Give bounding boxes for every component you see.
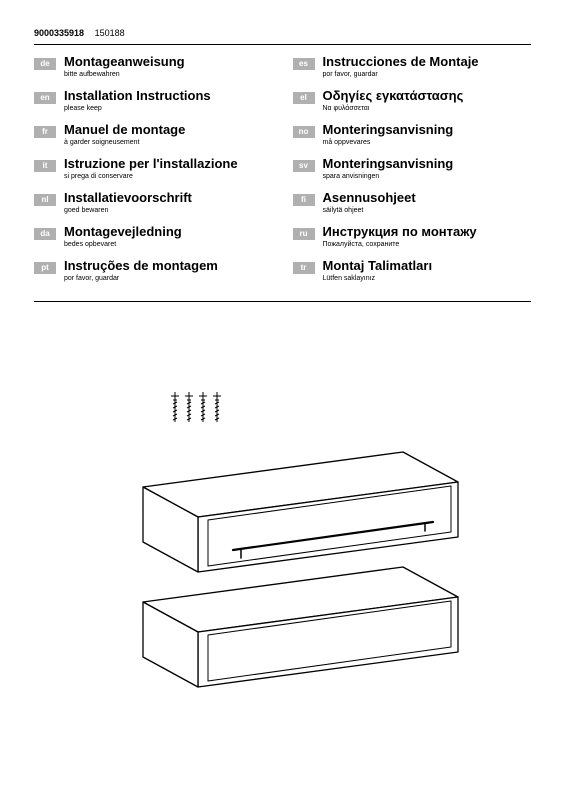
lang-row-es: es Instrucciones de Montajepor favor, gua… <box>293 55 532 78</box>
lang-text: Montaj TalimatlarıLütfen saklayınız <box>323 259 532 282</box>
doc-code-2: 150188 <box>95 28 125 38</box>
lang-badge: nl <box>34 194 56 206</box>
lang-badge: no <box>293 126 315 138</box>
lang-subtitle: por favor, guardar <box>64 275 273 282</box>
lang-badge: fi <box>293 194 315 206</box>
lang-subtitle: please keep <box>64 105 273 112</box>
top-rule <box>34 44 531 45</box>
lang-badge: de <box>34 58 56 70</box>
lang-badge: it <box>34 160 56 172</box>
lang-title: Montageanweisung <box>64 55 273 70</box>
lang-subtitle: må oppvevares <box>323 139 532 146</box>
lang-subtitle: bedes opbevaret <box>64 241 273 248</box>
doc-code-1: 9000335918 <box>34 28 84 38</box>
lang-title: Manuel de montage <box>64 123 273 138</box>
lang-text: Manuel de montageà garder soigneusement <box>64 123 273 146</box>
lang-row-sv: sv Monteringsanvisningspara anvisningen <box>293 157 532 180</box>
lang-text: Instruções de montagempor favor, guardar <box>64 259 273 282</box>
lang-title: Instruções de montagem <box>64 259 273 274</box>
lang-badge: da <box>34 228 56 240</box>
right-column: es Instrucciones de Montajepor favor, gua… <box>293 55 532 293</box>
lang-badge: pt <box>34 262 56 274</box>
lang-text: Инструкция по монтажуПожалуйста, сохрани… <box>323 225 532 248</box>
lang-title: Инструкция по монтажу <box>323 225 532 240</box>
installation-diagram <box>34 392 531 712</box>
lang-subtitle: spara anvisningen <box>323 173 532 180</box>
lang-text: Installation Instructionsplease keep <box>64 89 273 112</box>
lang-subtitle: Να φυλάσσεται <box>323 105 532 112</box>
lang-title: Οδηγίες εγκατάστασης <box>323 89 532 104</box>
lang-subtitle: si prega di conservare <box>64 173 273 180</box>
lang-text: Monteringsanvisningspara anvisningen <box>323 157 532 180</box>
lang-subtitle: goed bewaren <box>64 207 273 214</box>
lang-row-no: no Monteringsanvisningmå oppvevares <box>293 123 532 146</box>
lang-title: Monteringsanvisning <box>323 157 532 172</box>
lang-badge: el <box>293 92 315 104</box>
lang-row-nl: nl Installatievoorschriftgoed bewaren <box>34 191 273 214</box>
lang-badge: tr <box>293 262 315 274</box>
lang-row-pt: pt Instruções de montagempor favor, guard… <box>34 259 273 282</box>
lang-text: Montageanweisungbitte aufbewahren <box>64 55 273 78</box>
lang-row-ru: ru Инструкция по монтажуПожалуйста, сохра… <box>293 225 532 248</box>
lang-row-el: el Οδηγίες εγκατάστασηςΝα φυλάσσεται <box>293 89 532 112</box>
lang-text: Installatievoorschriftgoed bewaren <box>64 191 273 214</box>
lang-subtitle: Lütfen saklayınız <box>323 275 532 282</box>
language-columns: de Montageanweisungbitte aufbewahren en Ins… <box>34 55 531 293</box>
lang-subtitle: à garder soigneusement <box>64 139 273 146</box>
lang-title: Installation Instructions <box>64 89 273 104</box>
header-codes: 9000335918 150188 <box>34 28 531 38</box>
lang-text: Istruzione per l'installazionesi prega d… <box>64 157 273 180</box>
lang-badge: sv <box>293 160 315 172</box>
lang-title: Monteringsanvisning <box>323 123 532 138</box>
lang-title: Montaj Talimatları <box>323 259 532 274</box>
lang-subtitle: por favor, guardar <box>323 71 532 78</box>
lang-row-de: de Montageanweisungbitte aufbewahren <box>34 55 273 78</box>
lang-badge: es <box>293 58 315 70</box>
drawer-diagram-svg <box>93 392 473 712</box>
lang-text: Monteringsanvisningmå oppvevares <box>323 123 532 146</box>
lang-text: Instrucciones de Montajepor favor, guard… <box>323 55 532 78</box>
lang-badge: fr <box>34 126 56 138</box>
left-column: de Montageanweisungbitte aufbewahren en Ins… <box>34 55 273 293</box>
lang-row-da: da Montagevejledningbedes opbevaret <box>34 225 273 248</box>
lang-row-fi: fi Asennusohjeetsäilytä ohjeet <box>293 191 532 214</box>
lang-text: Οδηγίες εγκατάστασηςΝα φυλάσσεται <box>323 89 532 112</box>
lang-text: Asennusohjeetsäilytä ohjeet <box>323 191 532 214</box>
lang-row-it: it Istruzione per l'installazionesi prega… <box>34 157 273 180</box>
lang-row-tr: tr Montaj TalimatlarıLütfen saklayınız <box>293 259 532 282</box>
lang-title: Asennusohjeet <box>323 191 532 206</box>
lang-text: Montagevejledningbedes opbevaret <box>64 225 273 248</box>
lang-subtitle: bitte aufbewahren <box>64 71 273 78</box>
bottom-rule <box>34 301 531 302</box>
lang-subtitle: Пожалуйста, сохраните <box>323 241 532 248</box>
lang-title: Istruzione per l'installazione <box>64 157 273 172</box>
lang-badge: ru <box>293 228 315 240</box>
lang-row-fr: fr Manuel de montageà garder soigneusemen… <box>34 123 273 146</box>
lang-row-en: en Installation Instructionsplease keep <box>34 89 273 112</box>
lang-subtitle: säilytä ohjeet <box>323 207 532 214</box>
lang-title: Installatievoorschrift <box>64 191 273 206</box>
lang-badge: en <box>34 92 56 104</box>
lang-title: Montagevejledning <box>64 225 273 240</box>
lang-title: Instrucciones de Montaje <box>323 55 532 70</box>
